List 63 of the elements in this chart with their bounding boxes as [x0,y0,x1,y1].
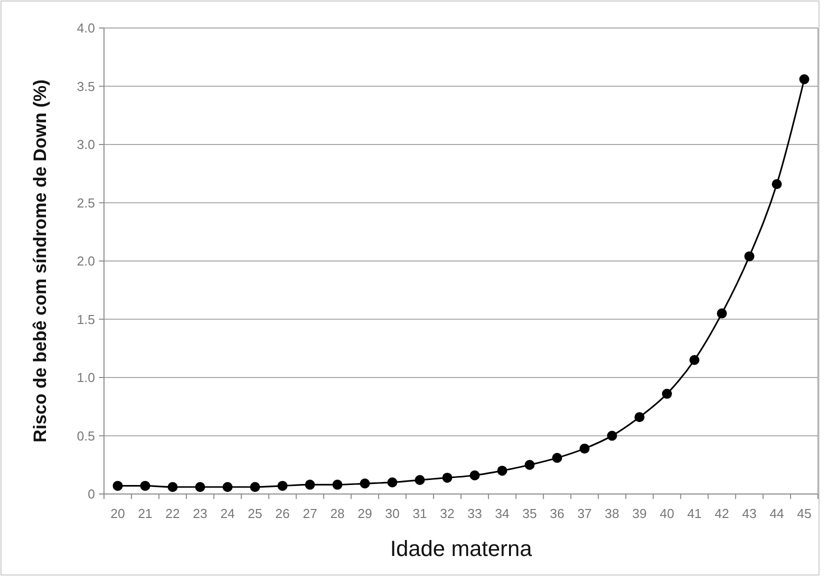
x-tick-label: 34 [494,506,510,521]
point [414,475,425,486]
y-tick-label: 1.5 [76,312,95,327]
x-tick-label: 44 [770,506,784,521]
point [662,388,672,399]
x-tick-label: 23 [192,506,208,521]
point [524,460,535,470]
x-tick-label: 29 [358,506,372,521]
point [580,444,590,454]
point [442,472,452,483]
x-tick-label: 26 [275,506,290,521]
y-tick-label: 3.0 [76,137,95,152]
y-tick-label: 4.0 [76,20,95,36]
point [360,478,370,489]
point [744,251,754,262]
x-tick-label: 38 [604,506,620,521]
y-tick-label: 1.0 [76,370,95,386]
x-tick-label: 43 [742,506,757,521]
x-tick-label: 40 [660,506,674,521]
x-tick-label: 33 [467,506,482,521]
x-tick-label: 27 [302,506,318,521]
y-tick-label: 2.5 [76,195,95,210]
point [470,470,480,480]
point [552,452,562,463]
point [140,480,150,491]
point [634,412,644,422]
y-tick-label: 2.0 [76,254,95,269]
x-tick-label: 45 [797,506,812,521]
point [689,355,700,366]
x-tick-label: 28 [330,506,345,521]
point [799,74,810,84]
x-axis-title: Idade materna [390,536,533,561]
point [304,480,315,490]
point [497,466,508,476]
point [222,482,233,492]
x-tick-label: 39 [632,506,647,521]
point [716,308,727,318]
point [332,480,342,490]
x-tick-label: 42 [714,506,730,521]
y-tick-label: 0 [88,486,95,502]
point [772,179,782,190]
y-tick-label: 0.5 [76,428,95,444]
x-tick-label: 30 [385,506,400,521]
x-tick-label: 36 [550,506,564,521]
point [168,482,178,492]
point [607,430,618,441]
x-tick-label: 41 [687,506,702,521]
point [278,480,288,491]
y-axis-title: Risco de bebê com síndrome de Down (%) [30,79,50,443]
x-tick-label: 35 [522,506,537,521]
x-tick-label: 21 [138,506,152,521]
x-tick-label: 37 [577,506,592,521]
point [112,480,123,491]
x-tick-label: 32 [440,506,455,521]
x-tick-label: 20 [110,506,125,521]
x-tick-label: 25 [248,506,262,521]
point [387,477,398,488]
point [195,482,206,492]
y-tick-label: 3.5 [76,78,95,94]
x-tick-label: 22 [165,506,180,521]
x-tick-label: 24 [220,506,235,521]
point [250,482,260,492]
x-tick-label: 31 [412,506,428,521]
